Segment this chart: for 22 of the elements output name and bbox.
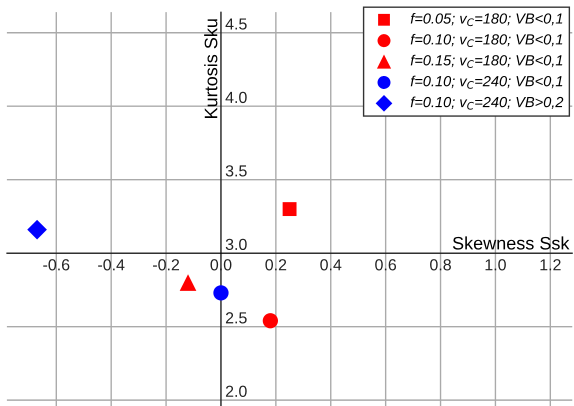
x-tick-label: -0.6 (43, 259, 70, 270)
x-tick-label: -0.4 (98, 259, 124, 270)
legend-label: f=0.05; v$_{C}$=180; VB<0,1 (410, 12, 562, 26)
x-axis-title: Skewness Ssk (452, 236, 570, 250)
y-tick-label: 2.0 (226, 386, 247, 397)
x-tick-label: 0.4 (320, 259, 342, 270)
legend-label: f=0.10; v$_{C}$=180; VB<0,1 (410, 34, 562, 47)
x-tick-label: 0.8 (430, 259, 451, 270)
y-tick-label: 3.0 (226, 238, 247, 250)
x-tick-label: 1.2 (540, 259, 561, 270)
legend-label: f=0.10; v$_{C}$=240; VB<0,1 (410, 76, 562, 89)
x-tick-label: 0.6 (375, 259, 396, 270)
y-tick-label: 2.5 (226, 312, 247, 324)
y-tick-label: 4.0 (226, 92, 247, 104)
y-tick-label: 3.5 (226, 165, 247, 177)
y-axis-title: Kurtosis Sku (204, 19, 218, 118)
x-tick-label: 0.2 (265, 259, 286, 270)
x-tick-label: -0.2 (153, 259, 180, 270)
legend-label: f=0.15; v$_{C}$=180; VB<0,1 (410, 54, 562, 68)
legend-label: f=0.10; v$_{C}$=240; VB>0,2 (410, 96, 564, 110)
x-tick-label: 1.0 (486, 259, 506, 270)
y-tick-label: 4.5 (226, 18, 247, 30)
